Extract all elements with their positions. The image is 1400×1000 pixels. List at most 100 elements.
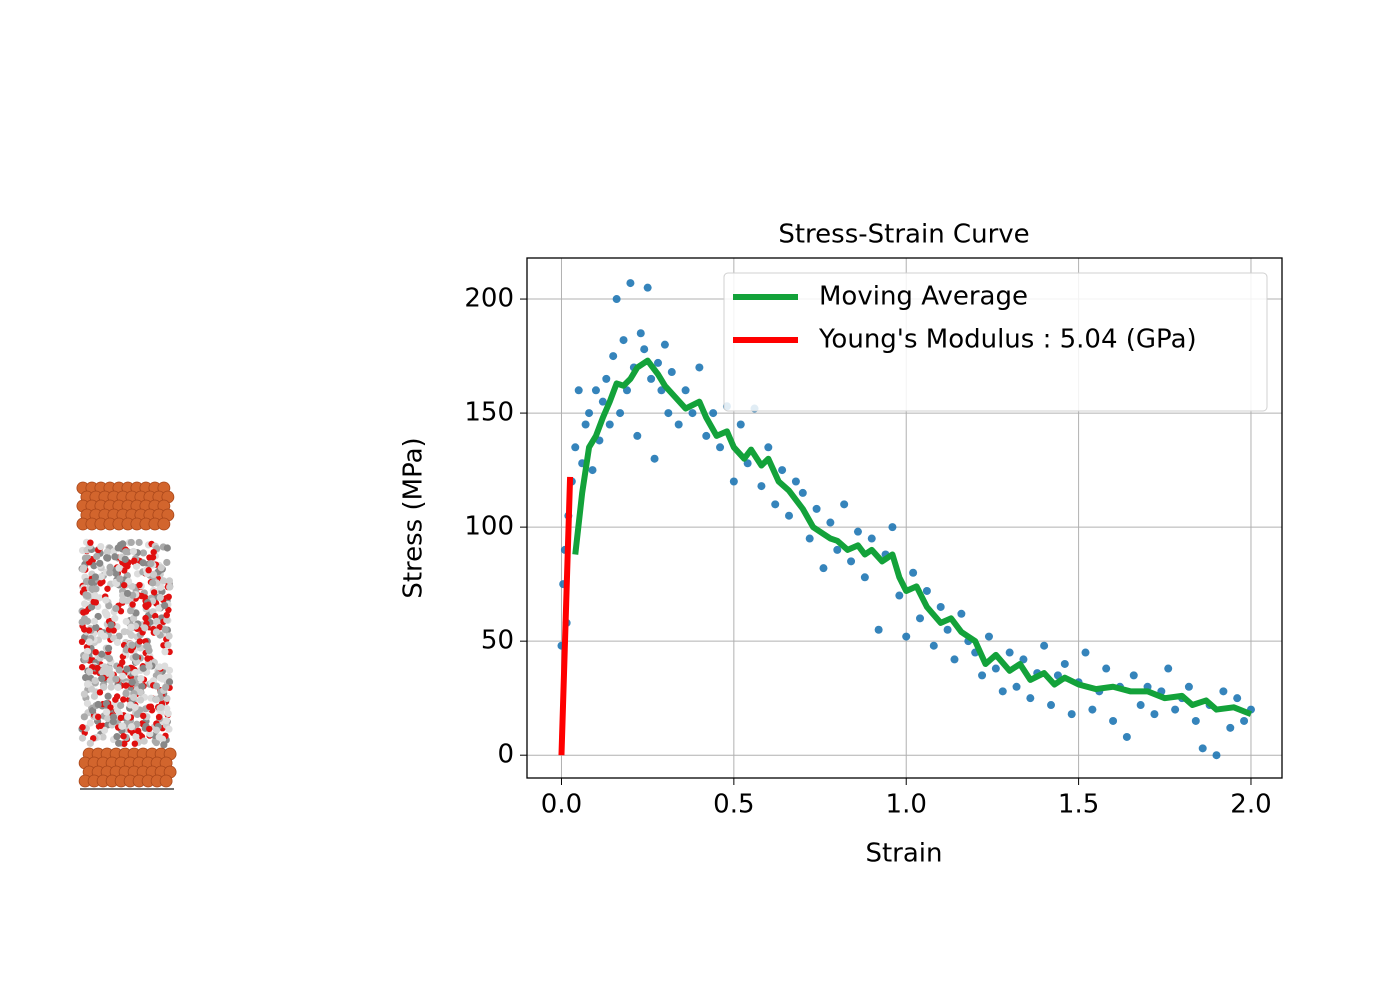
atom: [81, 586, 88, 593]
atom: [122, 682, 130, 689]
scatter-point: [1129, 671, 1138, 680]
atom: [136, 638, 144, 645]
y-tick-label: 150: [464, 398, 514, 428]
x-tick-label: 2.0: [1230, 790, 1271, 820]
atom: [90, 562, 98, 570]
scatter-point: [688, 409, 697, 418]
atom: [165, 606, 172, 614]
atom: [122, 548, 130, 556]
atom: [120, 628, 128, 636]
scatter-point: [1026, 694, 1035, 703]
scatter-point: [674, 420, 683, 429]
atom: [139, 559, 147, 567]
scatter-point: [888, 523, 897, 532]
x-tick-label: 1.0: [886, 790, 927, 820]
y-tick-label: 50: [481, 626, 514, 656]
atom: [113, 733, 121, 741]
copper-atom: [159, 774, 173, 788]
atom: [123, 589, 132, 598]
atom: [159, 577, 168, 585]
scatter-point: [778, 466, 787, 475]
scatter-point: [902, 632, 911, 641]
atom: [98, 674, 106, 683]
atom: [107, 683, 115, 691]
scatter-point: [616, 409, 625, 418]
scatter-point: [729, 477, 738, 486]
atom: [147, 703, 155, 710]
atom: [132, 562, 141, 570]
scatter-point: [826, 518, 835, 527]
scatter-point: [1060, 659, 1069, 668]
atom: [136, 581, 143, 589]
atom: [105, 602, 113, 610]
atom: [88, 585, 96, 593]
atom: [113, 638, 122, 647]
atom: [98, 650, 106, 658]
atom: [92, 599, 100, 606]
line: [558, 476, 574, 756]
legend-label: Young's Modulus : 5.04 (GPa): [818, 325, 1197, 355]
atom: [80, 615, 89, 623]
scatter-point: [1233, 694, 1242, 703]
scatter-point: [867, 534, 876, 543]
atom: [94, 713, 102, 721]
atom: [104, 692, 112, 700]
scatter-point: [681, 386, 690, 395]
atom: [149, 554, 157, 561]
atom: [99, 683, 108, 691]
atom: [164, 641, 172, 649]
atom: [80, 690, 88, 698]
scatter-point: [853, 527, 862, 536]
atom: [84, 592, 92, 600]
atom: [117, 701, 125, 710]
atom: [107, 621, 115, 629]
y-axis-label: Stress (MPa): [399, 437, 429, 598]
atom: [102, 596, 110, 604]
scatter-point: [943, 625, 952, 634]
atom: [145, 601, 152, 608]
scatter-point: [1219, 687, 1228, 696]
scatter-point: [895, 591, 904, 600]
atom: [155, 713, 163, 721]
atom: [128, 678, 136, 686]
scatter-point: [640, 345, 649, 354]
atom: [119, 540, 127, 548]
atom: [156, 593, 164, 602]
scatter-point: [1109, 716, 1118, 725]
atom: [117, 714, 125, 722]
scatter-point: [840, 500, 849, 509]
atom: [131, 703, 139, 711]
scatter-point: [1198, 744, 1207, 753]
atom: [141, 594, 149, 601]
atom: [133, 720, 141, 728]
atom: [145, 567, 152, 574]
atom: [146, 725, 153, 733]
scatter-point: [574, 386, 583, 395]
scatter-point: [812, 504, 821, 513]
atom: [97, 580, 104, 587]
atom: [161, 648, 169, 656]
scatter-point: [1184, 682, 1193, 691]
scatter-point: [957, 609, 966, 618]
scatter-point: [605, 420, 614, 429]
atom: [152, 682, 161, 690]
atom: [152, 612, 159, 620]
scatter-point: [571, 443, 580, 452]
scatter-point: [609, 352, 618, 361]
atom: [127, 623, 135, 631]
atom: [131, 557, 138, 564]
atom: [97, 542, 105, 551]
scatter-point: [847, 557, 856, 566]
atom: [97, 722, 104, 730]
atom: [121, 567, 128, 574]
scatter-point: [619, 336, 628, 345]
scatter-point: [1102, 664, 1111, 673]
atom: [120, 581, 128, 589]
scatter-point: [1067, 710, 1076, 719]
atom: [165, 666, 174, 674]
scatter-point: [585, 409, 594, 418]
atom: [91, 573, 99, 581]
scatter-point: [978, 671, 987, 680]
atom: [100, 726, 109, 734]
scatter-point: [650, 454, 659, 463]
